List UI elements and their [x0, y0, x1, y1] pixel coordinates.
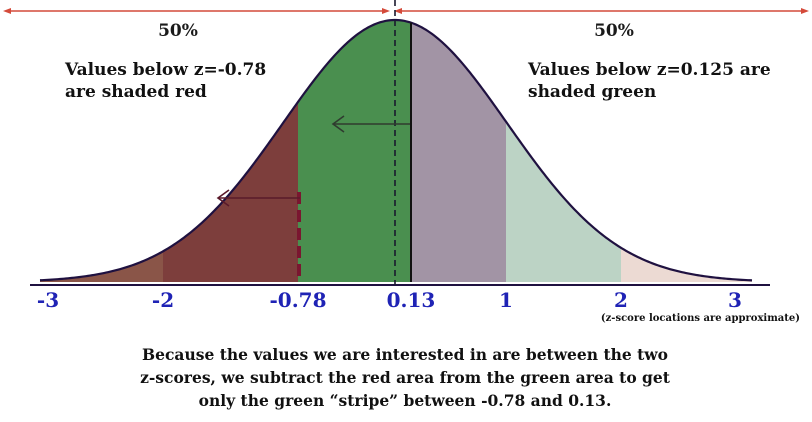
right-percent-label: 50%: [594, 21, 634, 41]
green-stripe-region: [298, 20, 411, 282]
right-inner-arrowhead: [394, 8, 402, 14]
left-percent-label: 50%: [158, 21, 198, 41]
beige-tail-region: [621, 20, 752, 282]
tick-label-1: 1: [499, 288, 513, 312]
normal-curve-outline: [39, 18, 753, 282]
green-area-arrow: [331, 115, 410, 133]
top-percentage-arrows: [3, 8, 809, 14]
caption-line-2: z-scores, we subtract the red area from …: [140, 368, 671, 387]
tick-label-neg0p78: -0.78: [269, 288, 326, 312]
caption-line-1: Because the values we are interested in …: [142, 345, 668, 364]
tick-label-neg3: -3: [37, 288, 59, 312]
light-green-region: [506, 20, 621, 282]
z-score-tick-labels: -3 -2 -0.78 0.13 1 2 3: [37, 288, 742, 312]
red-note-line-2: are shaded red: [65, 82, 207, 102]
red-shaded-region-band: [163, 20, 298, 282]
approximate-note: (z-score locations are approximate): [601, 313, 800, 324]
green-note-line-2: shaded green: [528, 82, 656, 102]
tick-label-3: 3: [728, 288, 742, 312]
tick-label-2: 2: [614, 288, 628, 312]
caption-line-3: only the green “stripe” between -0.78 an…: [199, 391, 612, 410]
tick-label-0p13: 0.13: [387, 288, 436, 312]
left-arrowhead: [3, 8, 11, 14]
left-inner-arrowhead: [382, 8, 390, 14]
green-note-line-1: Values below z=0.125 are: [527, 60, 771, 80]
tick-label-neg2: -2: [152, 288, 174, 312]
red-shaded-region-outer: [40, 20, 163, 282]
red-area-arrow: [216, 189, 300, 207]
shaded-regions: [40, 20, 752, 282]
right-arrowhead: [801, 8, 809, 14]
red-note-line-1: Values below z=-0.78: [64, 60, 266, 80]
purple-region: [411, 20, 506, 282]
